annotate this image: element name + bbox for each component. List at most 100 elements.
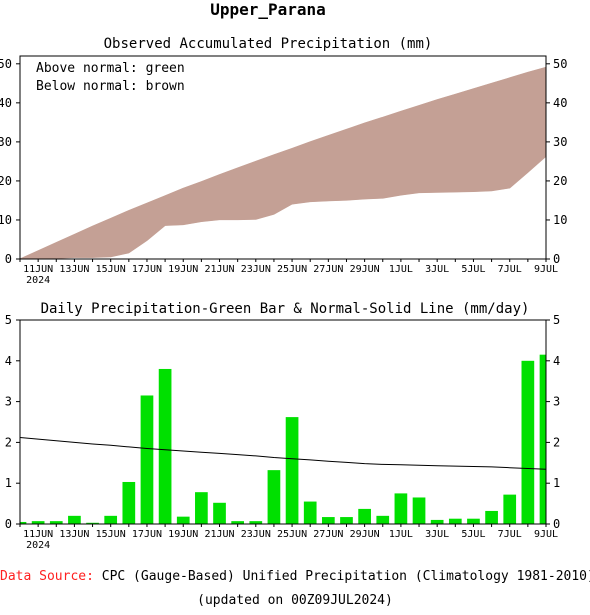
daily-xtick-label: 27JUN: [313, 529, 343, 540]
annotation-above-normal: Above normal: green: [36, 61, 185, 76]
accum-xtick-label: 29JUN: [350, 264, 380, 275]
accum-xtick-label: 15JUN: [96, 264, 126, 275]
daily-plot-frame: [19, 319, 547, 525]
daily-xtick-label: 23JUN: [241, 529, 271, 540]
accum-xtick-label: 1JUL: [389, 264, 413, 275]
daily-precip-bar: [321, 517, 335, 524]
accumulated-chart-title: Observed Accumulated Precipitation (mm): [104, 36, 433, 52]
daily-xtick-label: 11JUN: [23, 529, 53, 540]
daily-ytick-label-left: 5: [5, 313, 12, 327]
daily-ytick-label-right: 5: [553, 313, 560, 327]
accum-xtick-label: 5JUL: [461, 264, 485, 275]
daily-precip-bar: [68, 515, 81, 524]
daily-precip-bar: [176, 516, 190, 524]
annotation-below-normal: Below normal: brown: [36, 79, 185, 94]
daily-precip-bar: [467, 518, 480, 524]
daily-precip-bar: [285, 417, 299, 524]
daily-precip-bar: [539, 354, 546, 524]
accum-xtick-label: 17JUN: [132, 264, 162, 275]
daily-ytick-label-right: 1: [553, 476, 560, 490]
accum-xtick-label: 9JUL: [534, 264, 558, 275]
daily-xtick-label: 7JUL: [498, 529, 522, 540]
daily-precip-bar: [340, 517, 353, 524]
daily-ytick-label-left: 3: [5, 395, 12, 409]
accum-xtick-label: 7JUL: [498, 264, 522, 275]
normal-daily-line: [19, 437, 547, 470]
accum-ytick-label-left: 30: [0, 135, 12, 149]
accum-xyear-label: 2024: [26, 275, 50, 286]
daily-precip-bar: [503, 494, 517, 524]
accum-ytick-label-right: 20: [553, 174, 567, 188]
daily-precip-bar: [49, 521, 63, 524]
daily-ytick-label-left: 0: [5, 517, 12, 531]
daily-ytick-label-right: 0: [553, 517, 560, 531]
below-normal-band: [19, 66, 547, 260]
daily-ytick-label-left: 2: [5, 435, 12, 449]
accum-xtick-label: 25JUN: [277, 264, 307, 275]
accum-xtick-label: 21JUN: [204, 264, 234, 275]
daily-xtick-label: 5JUL: [461, 529, 485, 540]
accum-ytick-label-right: 0: [553, 252, 560, 266]
accum-xtick-label: 19JUN: [168, 264, 198, 275]
accum-plot-frame-top: [19, 55, 547, 260]
daily-precip-bar: [20, 521, 27, 524]
daily-ytick-label-right: 3: [553, 395, 560, 409]
daily-precip-bar: [358, 508, 371, 524]
accum-ytick-label-right: 40: [553, 96, 567, 110]
daily-xtick-label: 13JUN: [59, 529, 89, 540]
daily-xtick-label: 21JUN: [204, 529, 234, 540]
footer-source-label: Data Source:: [0, 569, 94, 584]
accum-xtick-label: 13JUN: [59, 264, 89, 275]
daily-xyear-label: 2024: [26, 540, 50, 551]
daily-plot-frame-top: [19, 319, 547, 525]
accum-ytick-label-left: 0: [5, 252, 12, 266]
accum-ytick-label-left: 50: [0, 57, 12, 71]
daily-precip-bar: [213, 502, 226, 524]
footer-source: Data Source: CPC (Gauge-Based) Unified P…: [0, 569, 590, 584]
daily-chart-title: Daily Precipitation-Green Bar & Normal-S…: [41, 301, 530, 317]
daily-ytick-label-left: 4: [5, 354, 12, 368]
accum-xtick-label: 11JUN: [23, 264, 53, 275]
daily-xtick-label: 3JUL: [425, 529, 449, 540]
daily-precip-bar: [485, 510, 498, 524]
daily-precip-bar: [31, 521, 45, 524]
accum-xtick-label: 3JUL: [425, 264, 449, 275]
daily-precip-bar: [158, 368, 172, 524]
daily-precip-bar: [412, 497, 426, 524]
daily-ytick-label-left: 1: [5, 476, 12, 490]
daily-precip-bar: [195, 492, 208, 524]
daily-xtick-label: 9JUL: [534, 529, 558, 540]
observed-accumulation-line: [19, 155, 547, 260]
accum-ytick-label-left: 20: [0, 174, 12, 188]
daily-ytick-label-right: 4: [553, 354, 560, 368]
daily-precip-bar: [430, 519, 444, 524]
daily-precip-bar: [249, 521, 263, 524]
footer-source-text: CPC (Gauge-Based) Unified Precipitation …: [101, 569, 590, 584]
normal-accumulation-line: [19, 66, 547, 260]
daily-precip-bar: [376, 515, 390, 524]
daily-precip-bar: [521, 360, 535, 524]
daily-xtick-label: 1JUL: [389, 529, 413, 540]
accum-ytick-label-left: 40: [0, 96, 12, 110]
daily-precip-bar: [303, 501, 317, 524]
daily-xtick-label: 15JUN: [96, 529, 126, 540]
accum-xtick-label: 23JUN: [241, 264, 271, 275]
accum-ytick-label-right: 50: [553, 57, 567, 71]
daily-xtick-label: 17JUN: [132, 529, 162, 540]
daily-precip-bar: [394, 493, 408, 524]
daily-precip-bar: [104, 515, 118, 524]
daily-xtick-label: 25JUN: [277, 529, 307, 540]
daily-ytick-label-right: 2: [553, 435, 560, 449]
accum-ytick-label-left: 10: [0, 213, 12, 227]
daily-xtick-label: 29JUN: [350, 529, 380, 540]
daily-precip-bar: [267, 470, 281, 524]
footer-updated: (updated on 00Z09JUL2024): [197, 593, 393, 608]
daily-precip-bar: [448, 518, 462, 524]
accum-ytick-label-right: 30: [553, 135, 567, 149]
daily-precip-bar: [231, 521, 245, 524]
accum-ytick-label-right: 10: [553, 213, 567, 227]
daily-precip-bar: [122, 481, 136, 524]
daily-xtick-label: 19JUN: [168, 529, 198, 540]
